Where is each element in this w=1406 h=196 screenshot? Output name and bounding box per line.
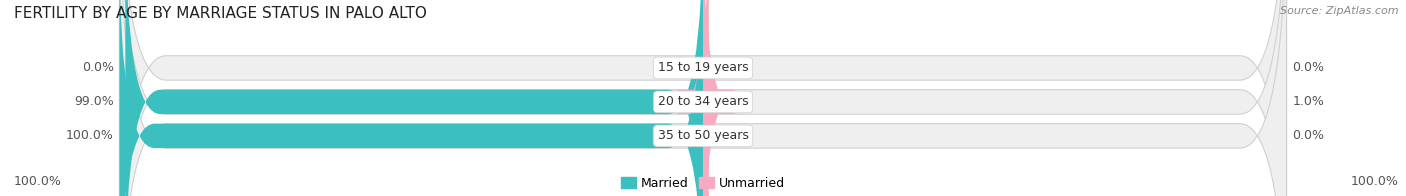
FancyBboxPatch shape xyxy=(125,0,703,196)
Text: 0.0%: 0.0% xyxy=(82,62,114,74)
Text: FERTILITY BY AGE BY MARRIAGE STATUS IN PALO ALTO: FERTILITY BY AGE BY MARRIAGE STATUS IN P… xyxy=(14,6,427,21)
Text: 35 to 50 years: 35 to 50 years xyxy=(658,129,748,142)
FancyBboxPatch shape xyxy=(673,0,738,196)
Legend: Married, Unmarried: Married, Unmarried xyxy=(621,177,785,190)
Text: 100.0%: 100.0% xyxy=(66,129,114,142)
FancyBboxPatch shape xyxy=(120,0,1286,196)
Text: 1.0%: 1.0% xyxy=(1292,95,1324,108)
Text: 100.0%: 100.0% xyxy=(1351,175,1399,188)
FancyBboxPatch shape xyxy=(120,0,1286,196)
Text: 0.0%: 0.0% xyxy=(1292,129,1324,142)
FancyBboxPatch shape xyxy=(120,0,703,196)
Text: Source: ZipAtlas.com: Source: ZipAtlas.com xyxy=(1281,6,1399,16)
Text: 99.0%: 99.0% xyxy=(75,95,114,108)
FancyBboxPatch shape xyxy=(120,0,1286,196)
Text: 100.0%: 100.0% xyxy=(14,175,62,188)
Text: 20 to 34 years: 20 to 34 years xyxy=(658,95,748,108)
Text: 15 to 19 years: 15 to 19 years xyxy=(658,62,748,74)
Text: 0.0%: 0.0% xyxy=(1292,62,1324,74)
